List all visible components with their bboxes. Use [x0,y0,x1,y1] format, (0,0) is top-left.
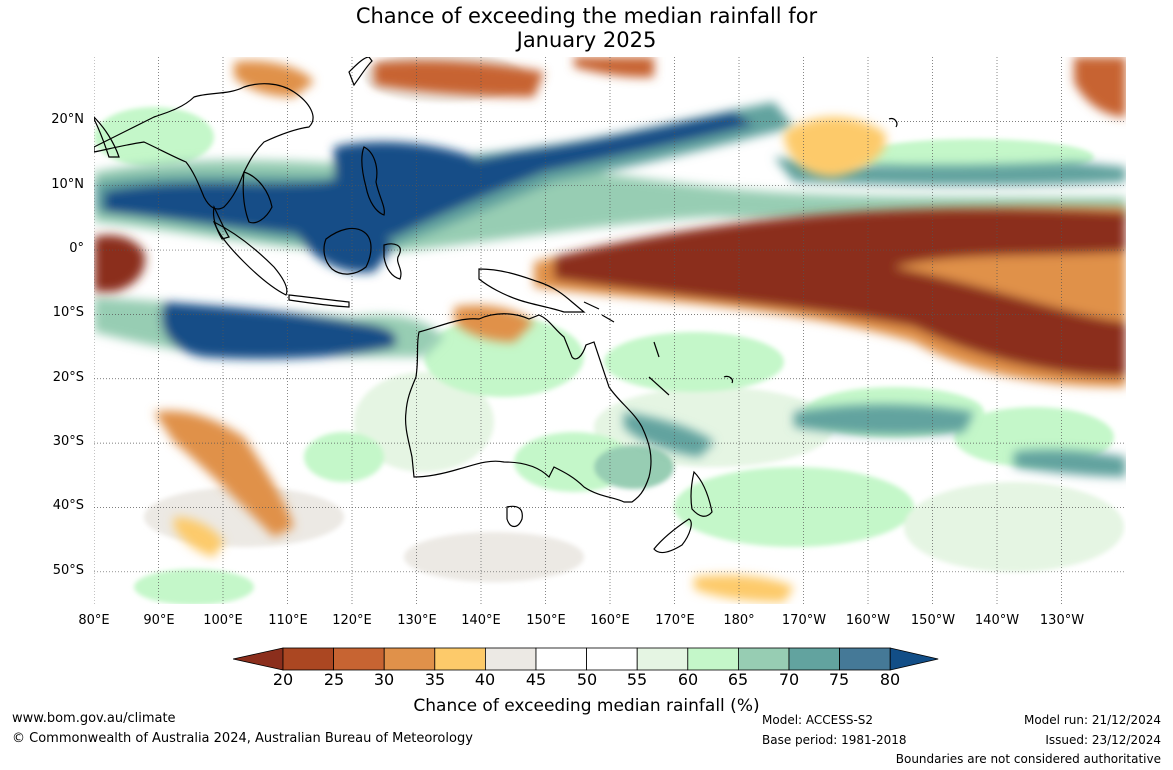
lon-label-120e: 120°E [332,613,372,628]
lon-label-170w: 170°W [781,613,827,628]
lat-label-20n: 20°N [51,112,84,127]
lon-label-140e: 140°E [461,613,501,628]
lon-label-130e: 130°E [397,613,437,628]
colorbar-segment-6 [535,647,587,671]
colorbar-tick-60: 60 [677,670,699,689]
colorbar-segment-4 [434,647,486,671]
colorbar-tick-35: 35 [424,670,446,689]
footer-model: Model: ACCESS-S2 [762,713,874,727]
vanuatu-outline [653,341,660,358]
colorbar-tick-40: 40 [474,670,496,689]
lon-label-150e: 150°E [526,613,566,628]
map-gridlines [94,57,1126,604]
lon-label-140w: 140°W [974,613,1020,628]
map-title-line1: Chance of exceeding the median rainfall … [355,4,818,28]
footer-copyright: © Commonwealth of Australia 2024, Austra… [12,731,473,746]
hawaii-outline [888,117,898,128]
java-outline [288,294,350,308]
nz-north-island-outline [690,470,713,517]
colorbar-segment-12 [839,647,891,671]
colorbar-segment-8 [636,647,689,671]
lat-label-10s: 10°S [52,305,84,320]
new-guinea-outline [478,268,586,313]
colorbar-tick-75: 75 [828,670,850,689]
colorbar-segment-3 [383,647,436,671]
lon-label-130w: 130°W [1039,613,1085,628]
rainfall-probability-map [94,57,1126,604]
lat-label-20s: 20°S [52,370,84,385]
colorbar-tick-45: 45 [525,670,547,689]
fiji-outline [723,375,734,384]
borneo-outline [323,227,372,275]
colorbar-tick-20: 20 [272,670,294,689]
colorbar-tick-25: 25 [323,670,345,689]
sulawesi-outline [383,243,402,280]
footer-disclaimer: Boundaries are not considered authoritat… [895,752,1161,766]
colorbar-segment-2 [333,647,385,671]
lon-label-160e: 160°E [590,613,630,628]
lon-label-110e: 110°E [268,613,308,628]
map-title-line2: January 2025 [516,28,657,52]
colorbar-label: Chance of exceeding median rainfall (%) [413,696,760,716]
lon-label-170e: 170°E [655,613,695,628]
colorbar-segment-5 [484,647,537,671]
colorbar-tick-30: 30 [373,670,395,689]
malay-peninsula-outline [212,205,230,240]
footer-website: www.bom.gov.au/climate [12,711,176,726]
sumatra-outline [212,220,288,296]
philippines-outline [361,146,385,216]
colorbar-segment-7 [586,647,638,671]
tasmania-outline [506,505,523,528]
probability-field-dry [94,57,1126,602]
colorbar-segment-9 [687,647,739,671]
australia-outline [404,313,652,503]
lat-label-10n: 10°N [51,177,84,192]
colorbar-tick-80: 80 [879,670,901,689]
japan-outline [348,57,373,87]
indochina-outline [242,171,273,224]
lon-label-180: 180° [723,613,755,628]
india-outline [94,116,120,158]
lat-label-40s: 40°S [52,498,84,513]
footer-base-period: Base period: 1981-2018 [762,733,907,747]
lon-label-160w: 160°W [845,613,891,628]
lon-label-150w: 150°W [910,613,956,628]
lat-label-30s: 30°S [52,434,84,449]
colorbar-tick-70: 70 [778,670,800,689]
colorbar-segment-11 [788,647,840,671]
colorbar-tick-50: 50 [576,670,598,689]
lat-label-50s: 50°S [52,563,84,578]
asia-mainland-outline [94,83,314,210]
lon-label-90e: 90°E [143,613,175,628]
lat-label-0: 0° [69,241,84,256]
colorbar-arrow-low [233,647,284,671]
colorbar-segment-10 [737,647,790,671]
footer-model-run: Model run: 21/12/2024 [1023,713,1161,727]
nz-south-island-outline [653,518,692,554]
footer-issued: Issued: 23/12/2024 [1045,733,1161,747]
colorbar [233,647,939,671]
colorbar-tick-55: 55 [626,670,648,689]
coastlines [94,57,898,554]
lon-label-80e: 80°E [78,613,110,628]
new-caledonia-outline [648,376,670,396]
colorbar-arrow-high [889,647,939,671]
solomon-islands-outline [583,301,615,323]
colorbar-segment-1 [282,647,334,671]
lon-label-100e: 100°E [203,613,243,628]
colorbar-tick-65: 65 [727,670,749,689]
